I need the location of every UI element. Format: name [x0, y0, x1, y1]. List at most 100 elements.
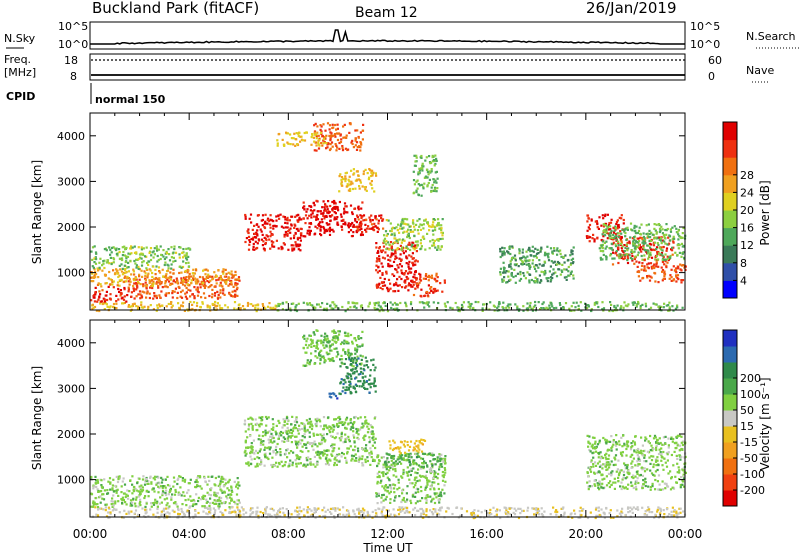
- radar-cell: [407, 243, 410, 246]
- radar-cell: [103, 478, 106, 481]
- radar-cell: [406, 511, 409, 514]
- radar-cell: [591, 237, 594, 240]
- radar-cell: [381, 273, 384, 276]
- radar-cell: [94, 286, 97, 289]
- radar-cell: [172, 279, 175, 282]
- radar-cell: [461, 305, 464, 308]
- radar-cell: [441, 237, 444, 240]
- radar-cell: [335, 304, 338, 307]
- radar-cell: [341, 451, 344, 455]
- radar-cell: [362, 425, 365, 428]
- radar-cell: [142, 247, 145, 250]
- radar-cell: [468, 303, 471, 306]
- radar-cell: [326, 146, 329, 149]
- radar-cell: [362, 464, 365, 467]
- radar-cell: [440, 228, 443, 231]
- radar-cell: [617, 261, 620, 265]
- radar-cell: [670, 268, 673, 271]
- radar-cell: [244, 215, 247, 218]
- radar-cell: [529, 250, 532, 253]
- radar-cell: [123, 254, 126, 257]
- radar-cell: [267, 446, 270, 449]
- radar-cell: [138, 268, 141, 271]
- radar-cell: [139, 501, 142, 504]
- radar-cell: [425, 514, 428, 517]
- radar-cell: [343, 423, 346, 426]
- radar-cell: [130, 245, 133, 248]
- radar-cell: [503, 276, 506, 279]
- radar-cell: [117, 478, 120, 481]
- radar-cell: [264, 455, 267, 458]
- radar-cell: [339, 418, 342, 421]
- radar-cell: [322, 225, 325, 229]
- radar-cell: [201, 301, 204, 304]
- radar-cell: [677, 233, 680, 236]
- radar-cell: [234, 270, 237, 273]
- radar-cell: [159, 283, 162, 286]
- radar-cell: [322, 436, 325, 440]
- radar-cell: [153, 292, 156, 295]
- radar-cell: [404, 247, 407, 250]
- radar-cell: [345, 459, 348, 462]
- radar-cell: [215, 495, 218, 498]
- radar-cell: [179, 295, 182, 298]
- radar-cell: [354, 415, 357, 419]
- radar-cell: [335, 149, 338, 152]
- radar-cell: [269, 507, 272, 510]
- radar-cell: [129, 253, 132, 256]
- radar-cell: [96, 283, 100, 286]
- radar-cell: [631, 237, 634, 240]
- radar-cell: [347, 509, 350, 512]
- radar-cell: [657, 243, 660, 247]
- radar-cell: [443, 279, 446, 282]
- radar-cell: [111, 505, 114, 508]
- radar-cell: [219, 499, 222, 503]
- radar-cell: [227, 480, 230, 483]
- radar-cell: [211, 475, 214, 478]
- radar-cell: [171, 304, 174, 307]
- radar-cell: [514, 259, 517, 262]
- radar-cell: [229, 493, 232, 496]
- radar-cell: [340, 181, 343, 184]
- radar-cell: [134, 509, 138, 512]
- radar-cell: [663, 263, 666, 266]
- radar-cell: [188, 277, 191, 280]
- radar-cell: [419, 223, 422, 226]
- radar-cell: [648, 308, 651, 311]
- radar-cell: [612, 236, 615, 239]
- radar-cell: [376, 286, 379, 289]
- radar-cell: [117, 494, 120, 497]
- radar-cell: [281, 308, 284, 311]
- radar-cell: [420, 183, 423, 186]
- radar-cell: [406, 235, 409, 239]
- radar-cell: [296, 455, 299, 458]
- radar-cell: [257, 423, 260, 426]
- station-title: Buckland Park (fitACF): [92, 0, 259, 17]
- radar-cell: [355, 231, 359, 234]
- radar-cell: [647, 267, 650, 270]
- radar-cell: [358, 455, 361, 458]
- radar-cell: [148, 281, 151, 285]
- radar-cell: [221, 491, 224, 494]
- y-tick-label: 1000: [57, 267, 85, 280]
- radar-cell: [413, 225, 416, 228]
- radar-cell: [493, 515, 496, 518]
- radar-cell: [257, 307, 260, 310]
- radar-cell: [139, 488, 142, 491]
- radar-cell: [126, 489, 129, 492]
- radar-cell: [381, 272, 384, 275]
- radar-cell: [308, 229, 311, 232]
- radar-cell: [356, 228, 360, 231]
- radar-cell: [432, 301, 435, 304]
- radar-cell: [534, 304, 537, 307]
- radar-cell: [176, 291, 179, 294]
- radar-cell: [414, 160, 417, 163]
- radar-cell: [409, 303, 413, 306]
- radar-cell: [383, 237, 387, 240]
- radar-cell: [114, 484, 117, 488]
- radar-cell: [624, 232, 627, 235]
- radar-cell: [609, 252, 613, 256]
- radar-cell: [323, 438, 326, 441]
- radar-cell: [418, 167, 421, 170]
- radar-cell: [329, 305, 332, 308]
